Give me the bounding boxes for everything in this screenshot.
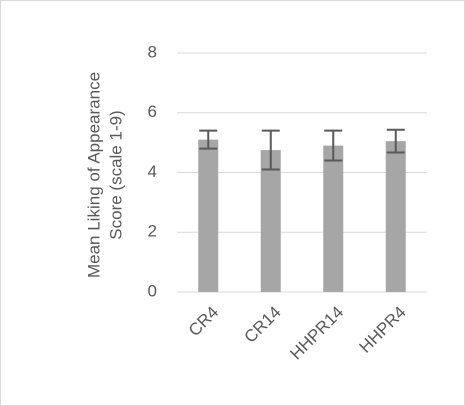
error-bar bbox=[386, 128, 405, 154]
error-bar bbox=[324, 129, 343, 162]
y-tick-label: 8 bbox=[148, 42, 157, 61]
y-tick-label: 2 bbox=[148, 222, 157, 241]
y-tick-label: 6 bbox=[148, 102, 157, 121]
bar bbox=[198, 139, 219, 292]
bar bbox=[385, 141, 406, 292]
error-bar bbox=[261, 129, 280, 171]
bar bbox=[260, 150, 281, 292]
y-tick-label: 0 bbox=[148, 281, 157, 300]
error-bar bbox=[199, 129, 218, 150]
y-axis-label: Score (scale 1-9) bbox=[106, 110, 125, 239]
y-axis-label: Mean Liking of Appearance bbox=[84, 72, 103, 278]
y-tick-label: 4 bbox=[148, 162, 157, 181]
bar bbox=[323, 145, 344, 292]
